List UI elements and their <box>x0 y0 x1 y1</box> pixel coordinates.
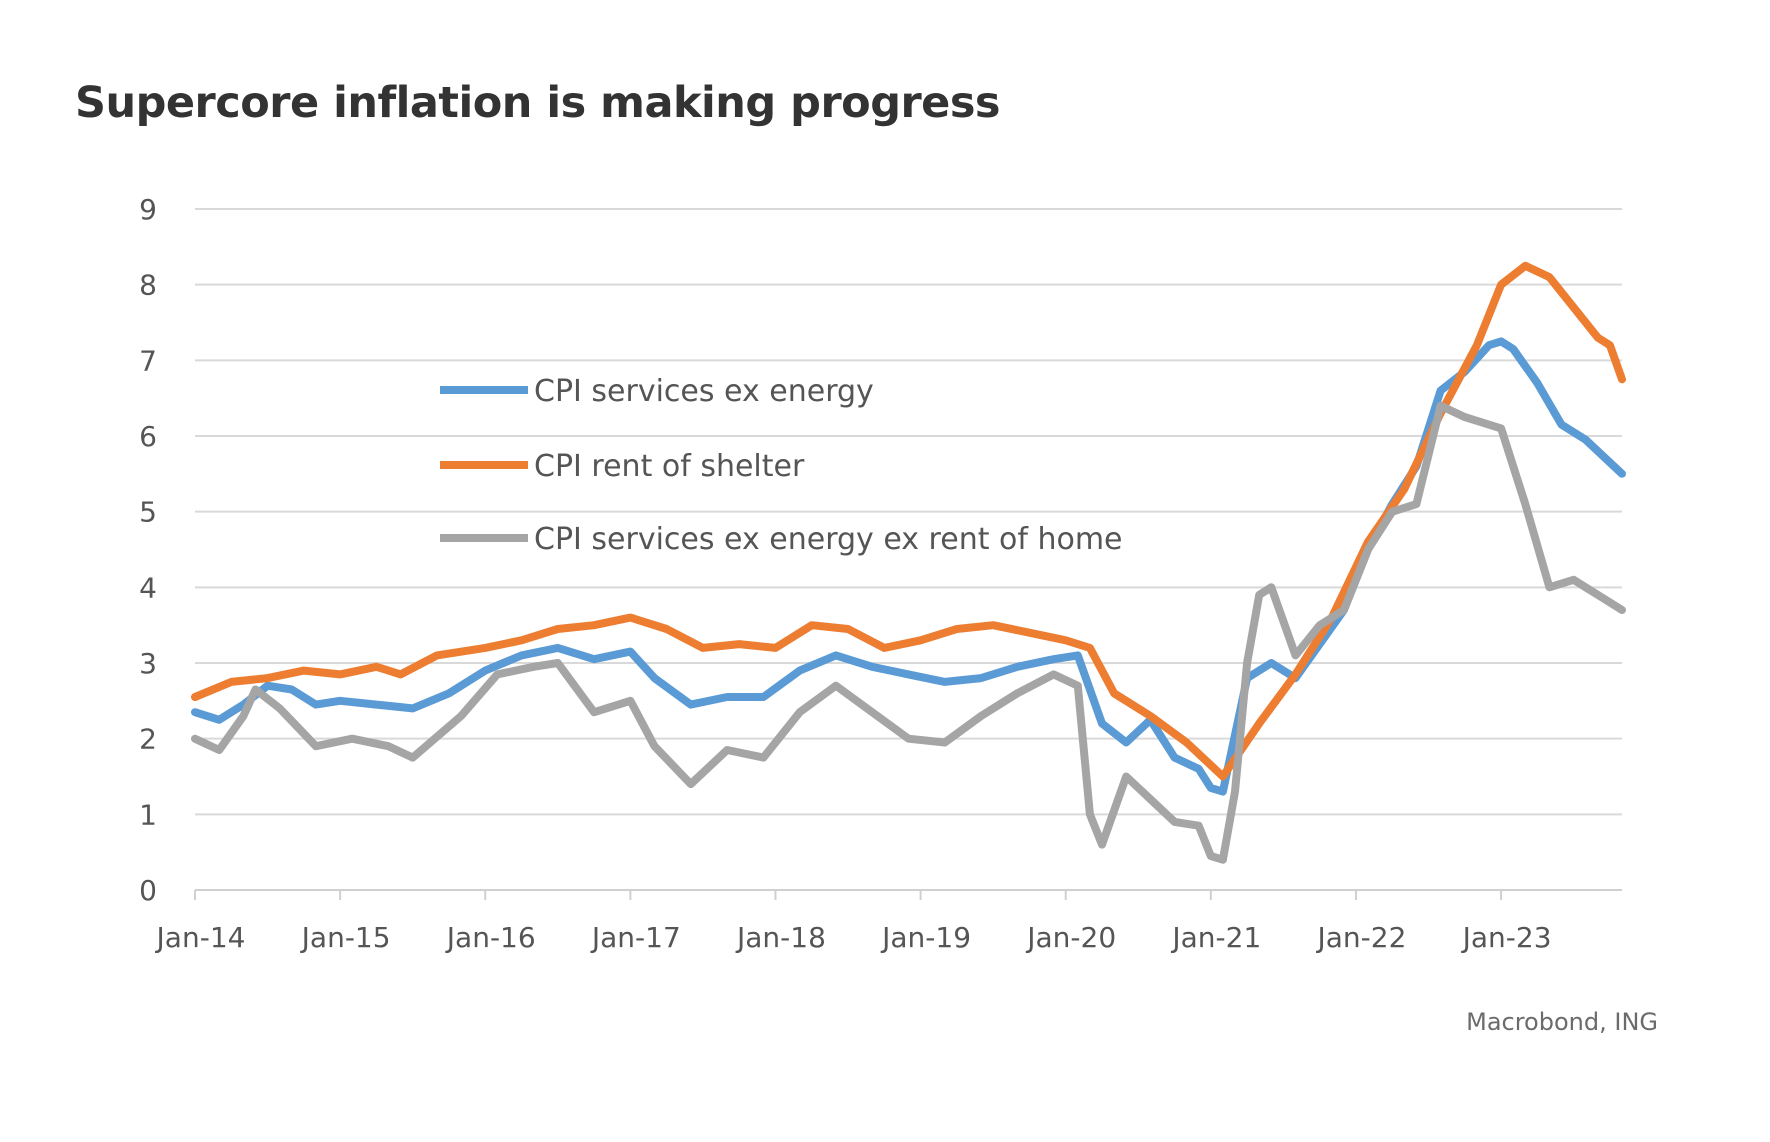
y-tick-label: 1 <box>139 798 157 831</box>
chart-title: Supercore inflation is making progress <box>75 78 1001 128</box>
legend: CPI services ex energy CPI rent of shelte… <box>440 374 1123 557</box>
y-axis-ticks: 0 1 2 3 4 5 6 7 8 9 <box>139 193 157 907</box>
x-tick-label: Jan-17 <box>590 921 681 954</box>
series-line-1 <box>191 337 1626 796</box>
x-tick-label: Jan-19 <box>880 921 971 954</box>
y-tick-label: 4 <box>139 571 157 604</box>
x-tick-label: Jan-22 <box>1315 921 1406 954</box>
y-tick-label: 8 <box>139 269 157 302</box>
y-tick-label: 0 <box>139 874 157 907</box>
x-tick-label: Jan-18 <box>735 921 826 954</box>
legend-label: CPI rent of shelter <box>534 449 805 484</box>
y-tick-label: 3 <box>139 647 157 680</box>
x-tick-label: Jan-16 <box>445 921 536 954</box>
legend-label: CPI services ex energy ex rent of home <box>534 522 1123 557</box>
y-tick-label: 5 <box>139 496 157 529</box>
x-tick-label: Jan-14 <box>155 921 246 954</box>
legend-label: CPI services ex energy <box>534 374 874 409</box>
y-tick-label: 7 <box>139 344 157 377</box>
source-note: Macrobond, ING <box>1466 1008 1658 1036</box>
series-line-3 <box>191 401 1626 864</box>
y-tick-label: 9 <box>139 193 157 226</box>
x-tick-label: Jan-21 <box>1170 921 1261 954</box>
y-tick-label: 6 <box>139 420 157 453</box>
x-tick-label: Jan-15 <box>300 921 391 954</box>
x-tick-label: Jan-23 <box>1461 921 1552 954</box>
grid-lines <box>195 208 1622 816</box>
y-tick-label: 2 <box>139 723 157 756</box>
x-axis-ticks: Jan-14 Jan-15 Jan-16 Jan-17 Jan-18 Jan-19 Jan-… <box>155 890 1552 954</box>
series-line-2 <box>191 261 1626 781</box>
x-tick-label: Jan-20 <box>1025 921 1116 954</box>
series-lines <box>191 261 1626 864</box>
